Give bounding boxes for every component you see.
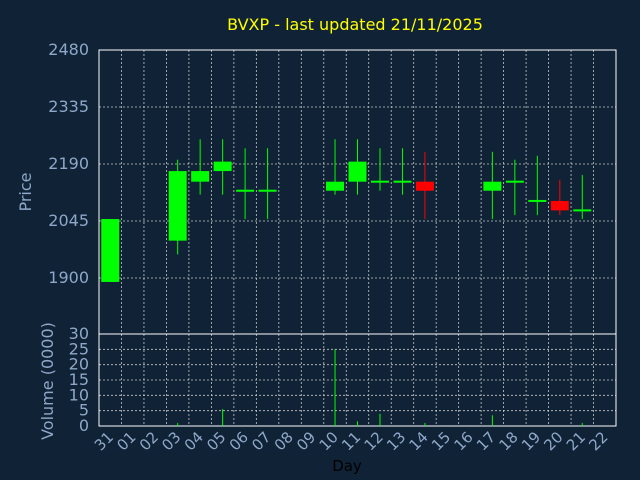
price-grid xyxy=(99,49,616,334)
price-tick-label: 2335 xyxy=(48,97,89,116)
volume-tick-label: 25 xyxy=(69,339,89,358)
x-axis-label: Day xyxy=(332,457,362,475)
volume-bars xyxy=(177,349,583,426)
candle-body xyxy=(326,181,345,191)
candle-body xyxy=(370,180,389,183)
x-tick-label: 22 xyxy=(585,428,611,454)
volume-grid xyxy=(99,334,616,426)
candle-body xyxy=(415,181,434,191)
price-tick-label: 1900 xyxy=(48,268,89,287)
price-tick-label: 2045 xyxy=(48,211,89,230)
candle-body xyxy=(101,219,120,282)
candle-body xyxy=(168,171,187,241)
candle-body xyxy=(258,189,277,192)
candle-body xyxy=(191,171,210,182)
volume-tick-label: 30 xyxy=(69,324,89,343)
volume-tick-label: 5 xyxy=(79,401,89,420)
candle-body xyxy=(528,199,547,202)
candle-body xyxy=(505,180,524,183)
x-ticks: 3101020304050607080910111213141516171819… xyxy=(91,428,612,454)
candle-body xyxy=(213,161,232,172)
candle-body xyxy=(393,180,412,183)
volume-tick-label: 20 xyxy=(69,355,89,374)
candles xyxy=(101,139,592,282)
volume-tick-label: 0 xyxy=(79,416,89,435)
candle-body xyxy=(348,161,367,182)
candle-body xyxy=(483,181,502,191)
candle-body xyxy=(236,189,255,192)
price-tick-label: 2480 xyxy=(48,40,89,59)
candle-body xyxy=(573,209,592,212)
chart-title: BVXP - last updated 21/11/2025 xyxy=(227,15,483,34)
candle-body xyxy=(550,200,569,211)
price-axis-label: Price xyxy=(16,172,35,211)
volume-tick-label: 15 xyxy=(69,370,89,389)
price-y-ticks: 2480 2335 2190 2045 1900 xyxy=(48,40,89,287)
volume-tick-label: 10 xyxy=(69,385,89,404)
volume-axis-label: Volume (0000) xyxy=(38,322,57,440)
price-tick-label: 2190 xyxy=(48,154,89,173)
